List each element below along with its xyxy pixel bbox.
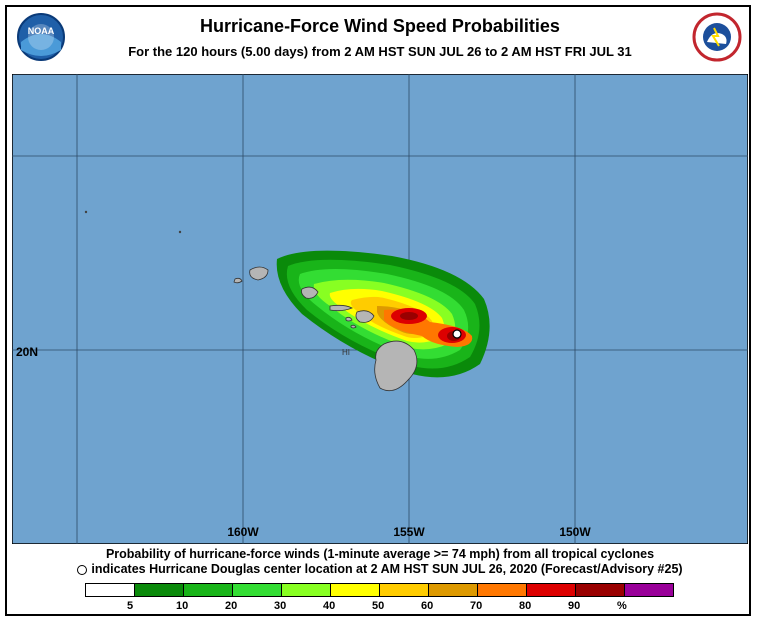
hawaiian-islands [84, 210, 418, 392]
legend-swatch [183, 583, 233, 597]
legend-tick-label: 70 [470, 600, 483, 612]
noaa-logo: NOAA [16, 12, 66, 62]
island-hawaii [374, 340, 418, 392]
lon-label-160w: 160W [227, 525, 259, 539]
legend-tick-label: 30 [274, 600, 287, 612]
chart-title: Hurricane-Force Wind Speed Probabilities [200, 16, 560, 36]
probability-swath [276, 250, 490, 378]
legend-swatch [85, 583, 135, 597]
footer-storm-note: indicates Hurricane Douglas center locat… [0, 562, 760, 576]
legend-tick-label: 50 [372, 600, 385, 612]
legend-tick-label: 80 [519, 600, 532, 612]
legend-swatch [428, 583, 478, 597]
legend-tick-label: 20 [225, 600, 238, 612]
noaa-logo-text: NOAA [28, 26, 55, 36]
legend-swatch [379, 583, 429, 597]
island-lanai [345, 316, 353, 322]
legend-swatch [232, 583, 282, 597]
legend-tick-label: 5 [127, 600, 134, 612]
legend-swatch [575, 583, 625, 597]
island-kahoolawe [350, 324, 357, 329]
storm-center-legend-icon [77, 564, 88, 575]
legend-tick-label: 90 [568, 600, 581, 612]
legend-tick-label: 10 [176, 600, 189, 612]
island-maui [355, 310, 375, 323]
legend-tick-label: 40 [323, 600, 336, 612]
legend-swatch [134, 583, 184, 597]
graticule [12, 74, 748, 544]
chart-subtitle: For the 120 hours (5.00 days) from 2 AM … [128, 44, 632, 59]
island-niihau [233, 277, 243, 284]
legend-swatch [624, 583, 674, 597]
legend-tick-label: 60 [421, 600, 434, 612]
footer-storm-text: indicates Hurricane Douglas center locat… [91, 562, 683, 576]
storm-center-marker [452, 329, 462, 339]
legend-swatch [526, 583, 576, 597]
footer-description: Probability of hurricane-force winds (1-… [105, 547, 655, 561]
legend-tick-label: % [617, 600, 627, 612]
islet-marker [178, 230, 182, 234]
islet-marker [84, 210, 88, 214]
island-oahu [301, 286, 319, 299]
island-kauai [249, 266, 269, 281]
lon-label-155w: 155W [393, 525, 425, 539]
lat-label-20n: 20N [16, 345, 38, 359]
probability-map: HI 20N 160W 155W 150W [11, 73, 749, 545]
island-molokai [329, 304, 353, 312]
state-label: HI [342, 348, 350, 357]
legend-swatch [330, 583, 380, 597]
lon-label-150w: 150W [559, 525, 591, 539]
legend-swatch [281, 583, 331, 597]
color-legend [85, 583, 674, 597]
nws-logo [692, 12, 742, 62]
legend-swatch [477, 583, 527, 597]
